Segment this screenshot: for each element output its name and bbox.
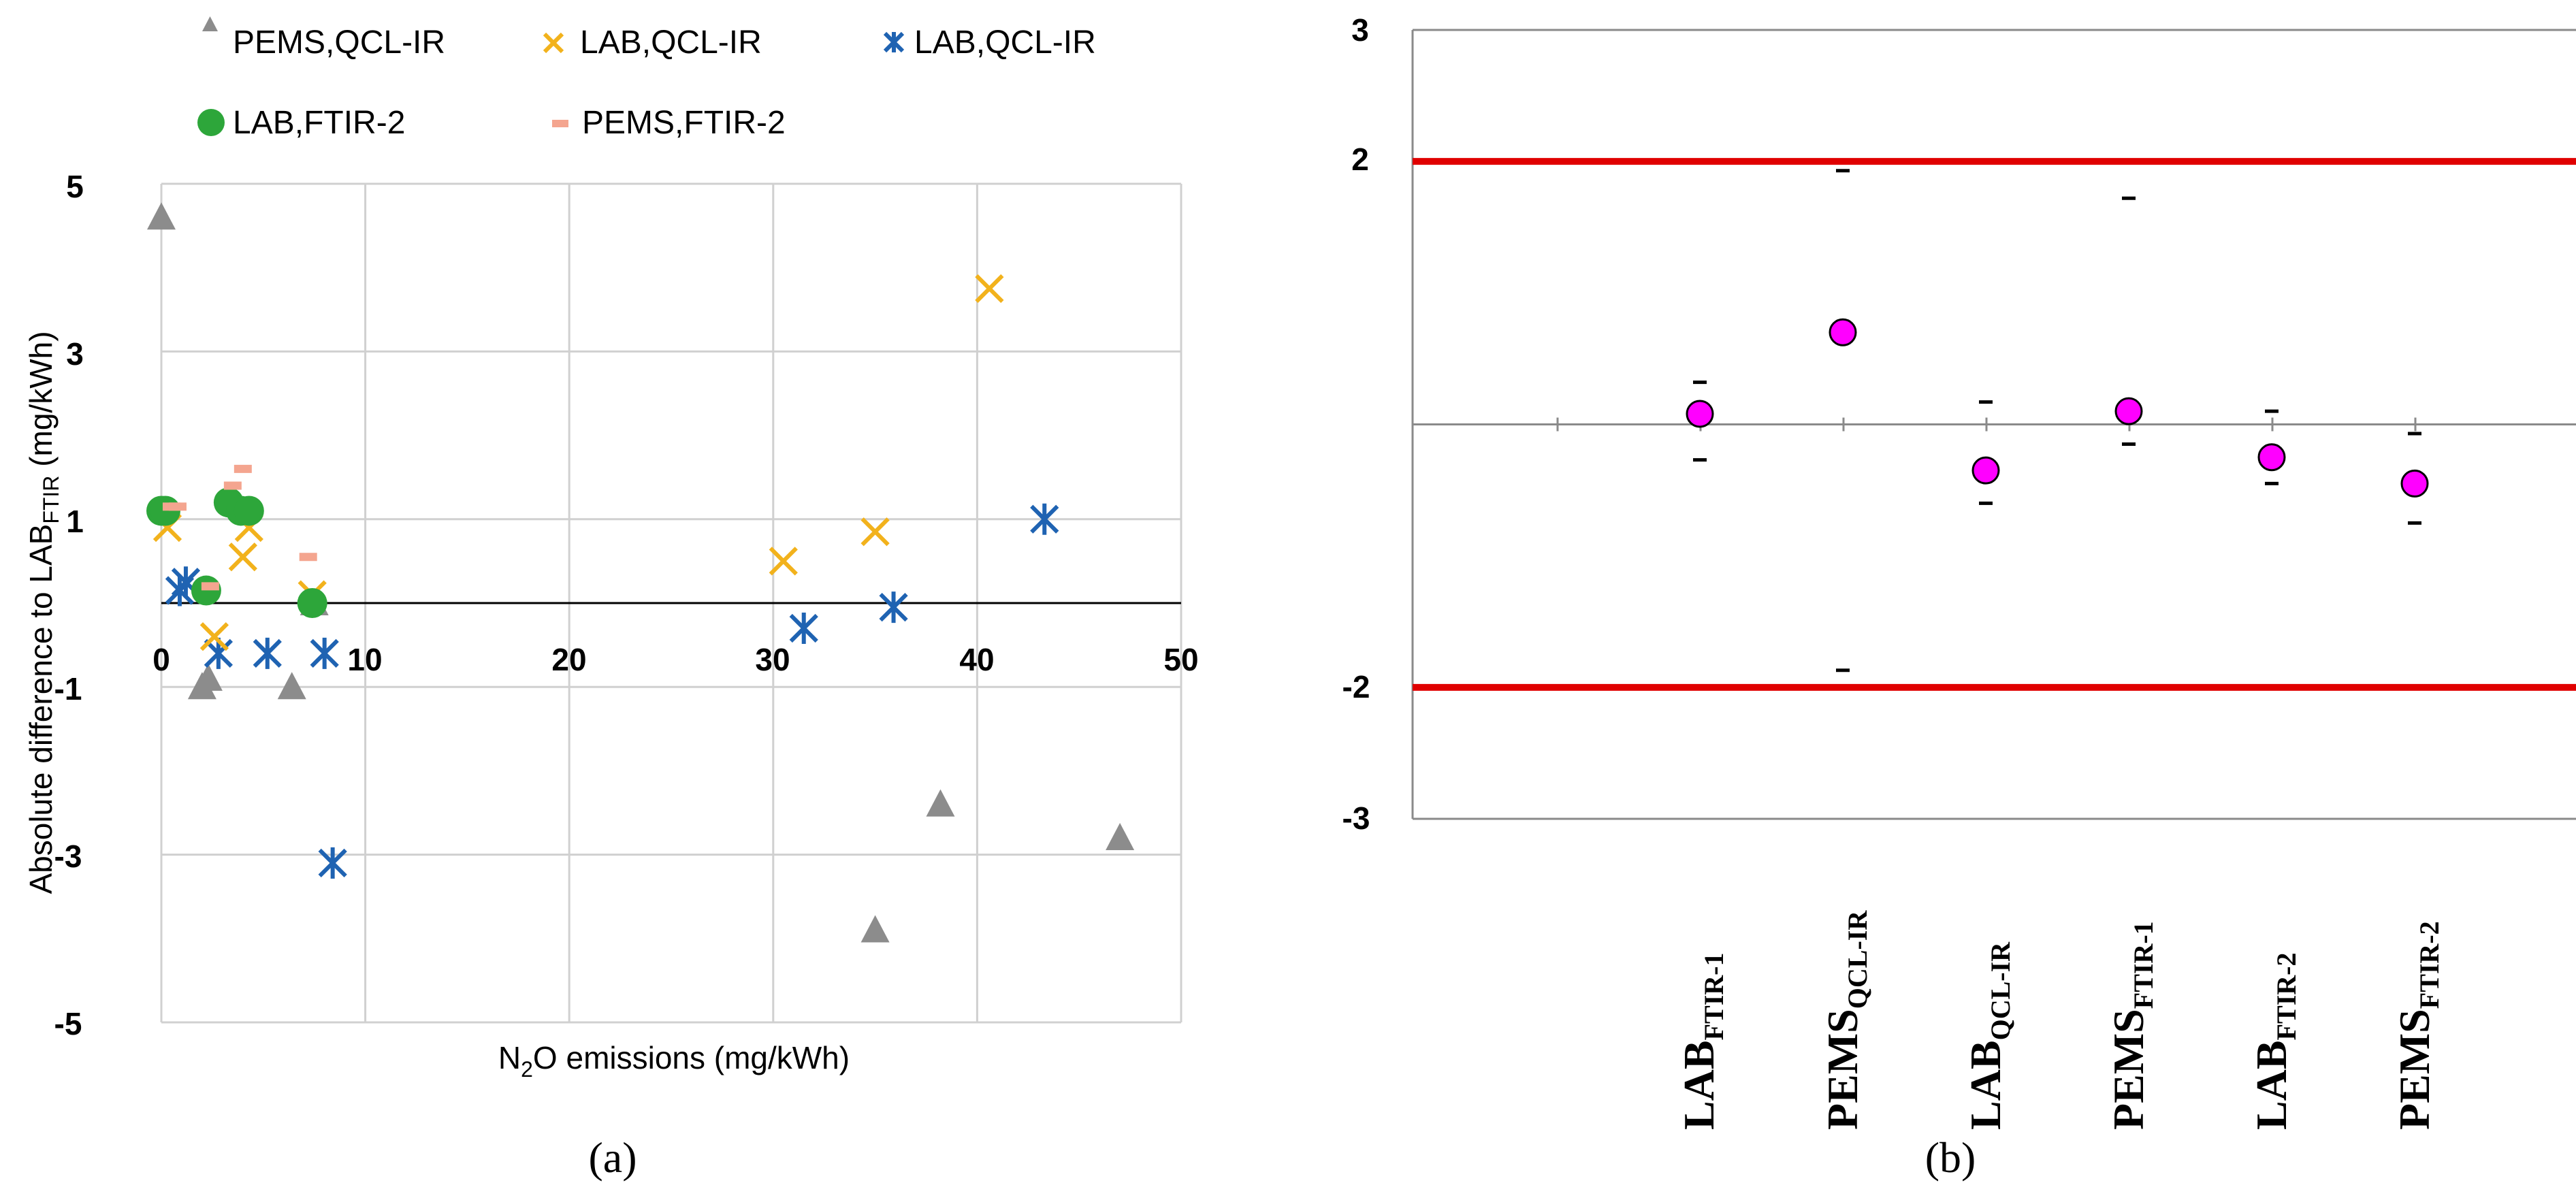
a-y-axis-title: Absolute difference to LABFTIR (mg/kWh) [23, 331, 63, 894]
panel-b: 3 2 -2 -3 LABFTIR-1 PEMSQCL-IR LABQCL-IR… [1342, 12, 2576, 1182]
b-value-point [2257, 443, 2286, 472]
b-y-tick-2: 2 [1351, 142, 1369, 177]
circle-point [297, 588, 327, 618]
asterisk-point [789, 612, 818, 644]
a-x-tick-0: 0 [152, 642, 170, 677]
a-y-tick-1: 1 [66, 504, 84, 539]
a-legend: PEMS,QCL-IR LAB,QCL-IR LAB,QCL-IR LAB,FT… [197, 16, 1096, 141]
legend-dash-marker [552, 120, 568, 127]
a-x-tick-20: 20 [551, 642, 586, 677]
a-x-axis-title: N2O emissions (mg/kWh) [498, 1040, 850, 1082]
asterisk-point [318, 847, 347, 879]
asterisk-point [1030, 503, 1059, 535]
b-value-point [2114, 397, 2143, 425]
legend-circle-marker [197, 109, 225, 136]
a-x-tick-30: 30 [755, 642, 790, 677]
legend-label: LAB,QCL-IR [580, 25, 762, 61]
b-category-label-4: PEMSFTIR-1 [2104, 921, 2159, 1130]
circle-point [234, 496, 264, 526]
legend-triangle-marker [202, 16, 218, 31]
legend-label: LAB,FTIR-2 [233, 105, 405, 141]
b-y-tick-neg3: -3 [1342, 800, 1370, 836]
triangle-point [1106, 822, 1135, 850]
circle-point [191, 575, 221, 606]
x-point [199, 622, 229, 651]
dash-point [299, 553, 317, 562]
panel-b-frame [1411, 29, 2576, 820]
b-value-point [1686, 400, 1714, 428]
b-category-label-5: LABFTIR-2 [2247, 953, 2302, 1130]
triangle-point [193, 663, 223, 691]
b-category-label-6: PEMSFTIR-2 [2390, 921, 2445, 1130]
a-y-tick-neg3: -3 [54, 839, 82, 874]
b-category-label-2: PEMSQCL-IR [1818, 910, 1873, 1130]
legend-entry-pems-qcl-ir: PEMS,QCL-IR [202, 16, 445, 61]
triangle-point [277, 672, 306, 700]
panel-b-points [1686, 169, 2429, 672]
dash-point [201, 582, 219, 591]
b-category-label-1: LABFTIR-1 [1675, 953, 1729, 1130]
dash-point [223, 481, 242, 490]
dash-point [234, 464, 252, 473]
x-point [975, 274, 1004, 304]
asterisk-point [253, 637, 282, 669]
x-point [860, 517, 890, 547]
asterisk-point [310, 637, 339, 669]
dash-point [168, 502, 187, 511]
asterisk-point [879, 591, 908, 623]
x-point [228, 542, 257, 572]
triangle-point [147, 202, 176, 230]
legend-entry-pems-ftir-2: PEMS,FTIR-2 [552, 105, 786, 141]
a-y-tick-5: 5 [66, 169, 84, 204]
legend-asterisk-marker [883, 31, 905, 53]
legend-label: PEMS,QCL-IR [233, 25, 445, 61]
triangle-point [860, 915, 890, 943]
legend-label: PEMS,FTIR-2 [582, 105, 786, 141]
legend-entry-lab-qcl-ir-orange: LAB,QCL-IR [543, 25, 762, 61]
panel-a-points [146, 202, 1135, 943]
panel-b-limit-lines [1413, 158, 2576, 691]
a-x-tick-10: 10 [347, 642, 382, 677]
a-y-tick-3: 3 [66, 336, 84, 372]
legend-entry-lab-ftir-2: LAB,FTIR-2 [197, 105, 405, 141]
panel-a: 5 3 1 -1 -3 -5 0 10 20 30 40 50 N2O emis… [23, 16, 1199, 1182]
b-y-tick-3: 3 [1351, 12, 1369, 48]
legend-entry-lab-qcl-ir-blue: LAB,QCL-IR [883, 25, 1096, 61]
b-value-point [2400, 469, 2429, 498]
b-categories: LABFTIR-1 PEMSQCL-IR LABQCL-IR PEMSFTIR-… [1675, 910, 2445, 1130]
b-y-tick-neg2: -2 [1342, 669, 1370, 704]
legend-label: LAB,QCL-IR [914, 25, 1096, 61]
b-value-point [1971, 456, 2000, 485]
panel-a-label: (a) [588, 1133, 637, 1182]
a-x-tick-40: 40 [959, 642, 994, 677]
a-x-tick-50: 50 [1163, 642, 1198, 677]
b-value-point [1829, 318, 1857, 346]
triangle-point [926, 789, 955, 817]
a-y-tick-neg1: -1 [54, 671, 82, 707]
panel-b-label: (b) [1925, 1133, 1976, 1182]
a-y-tick-neg5: -5 [54, 1006, 82, 1041]
b-category-label-3: LABQCL-IR [1961, 941, 2016, 1130]
x-point [769, 547, 798, 576]
circle-point [150, 496, 180, 526]
legend-x-marker [543, 32, 564, 54]
